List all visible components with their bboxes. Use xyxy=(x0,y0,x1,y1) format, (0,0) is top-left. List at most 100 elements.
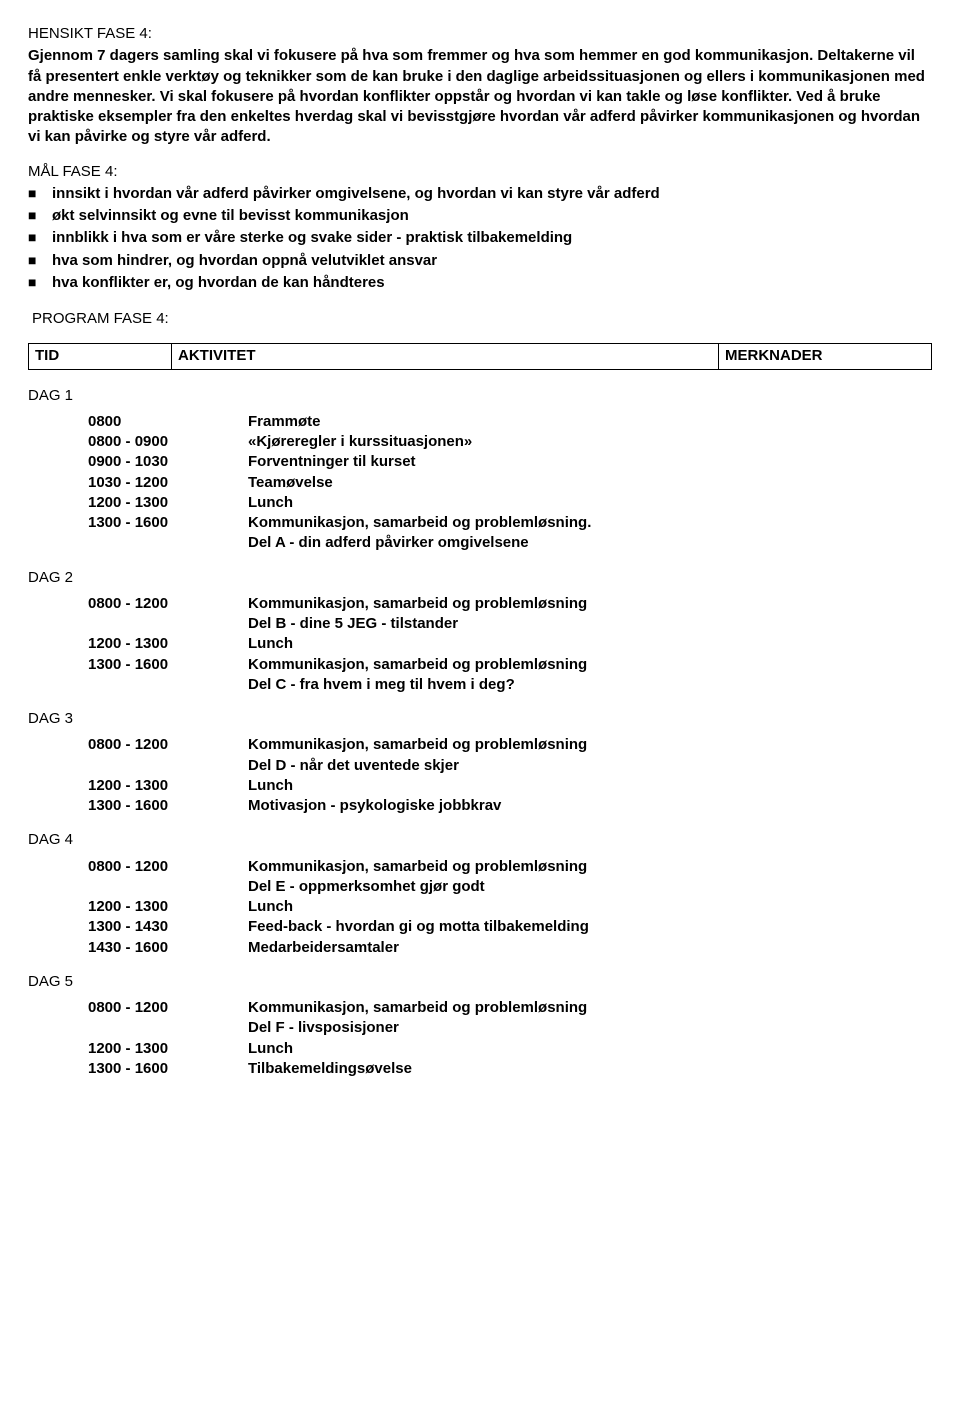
program-label: PROGRAM FASE 4: xyxy=(32,309,932,329)
schedule-activity: Lunch xyxy=(248,634,293,654)
schedule-time: 1200 - 1300 xyxy=(28,897,248,917)
schedule-activity: Kommunikasjon, samarbeid og problemløsni… xyxy=(248,857,587,877)
hensikt-label: HENSIKT FASE 4: xyxy=(28,24,932,44)
schedule-activity: Del B - dine 5 JEG - tilstander xyxy=(248,614,458,634)
header-merknader: MERKNADER xyxy=(719,344,932,369)
schedule-activity: Lunch xyxy=(248,776,293,796)
schedule-time xyxy=(28,533,248,553)
day-label: DAG 3 xyxy=(28,709,932,729)
goal-item: innblikk i hva som er våre sterke og sva… xyxy=(28,228,932,248)
header-tid: TID xyxy=(29,344,172,369)
schedule-row: 1200 - 1300Lunch xyxy=(28,776,932,796)
schedule-time xyxy=(28,756,248,776)
schedule-activity: Tilbakemeldingsøvelse xyxy=(248,1059,412,1079)
schedule-time: 0800 - 1200 xyxy=(28,857,248,877)
day-label: DAG 5 xyxy=(28,972,932,992)
schedule-time: 1300 - 1600 xyxy=(28,655,248,675)
schedule-time: 1430 - 1600 xyxy=(28,938,248,958)
schedule-time xyxy=(28,877,248,897)
day-label: DAG 1 xyxy=(28,386,932,406)
day-schedule: 0800Frammøte0800 - 0900«Kjøreregler i ku… xyxy=(28,412,932,554)
schedule-activity: Kommunikasjon, samarbeid og problemløsni… xyxy=(248,735,587,755)
schedule-time: 1200 - 1300 xyxy=(28,634,248,654)
schedule-time: 0800 - 1200 xyxy=(28,735,248,755)
schedule-row: 0800 - 1200Kommunikasjon, samarbeid og p… xyxy=(28,857,932,877)
schedule-row: 0800 - 1200Kommunikasjon, samarbeid og p… xyxy=(28,998,932,1018)
schedule-activity: Lunch xyxy=(248,1039,293,1059)
schedule-time: 1300 - 1600 xyxy=(28,1059,248,1079)
schedule-header-table: TID AKTIVITET MERKNADER xyxy=(28,343,932,369)
schedule-time: 1300 - 1430 xyxy=(28,917,248,937)
goals-list: innsikt i hvordan vår adferd påvirker om… xyxy=(28,184,932,293)
schedule-time: 0800 - 0900 xyxy=(28,432,248,452)
schedule-row: Del D - når det uventede skjer xyxy=(28,756,932,776)
schedule-activity: Forventninger til kurset xyxy=(248,452,416,472)
schedule-row: 0800Frammøte xyxy=(28,412,932,432)
schedule-row: 1030 - 1200Teamøvelse xyxy=(28,473,932,493)
day-label: DAG 4 xyxy=(28,830,932,850)
schedule-row: 1200 - 1300Lunch xyxy=(28,1039,932,1059)
schedule-row: Del B - dine 5 JEG - tilstander xyxy=(28,614,932,634)
header-aktivitet: AKTIVITET xyxy=(172,344,719,369)
schedule-activity: Lunch xyxy=(248,897,293,917)
schedule-row: 1300 - 1600Kommunikasjon, samarbeid og p… xyxy=(28,655,932,675)
schedule-time xyxy=(28,675,248,695)
schedule-row: 1300 - 1430Feed-back - hvordan gi og mot… xyxy=(28,917,932,937)
schedule-row: 1430 - 1600Medarbeidersamtaler xyxy=(28,938,932,958)
schedule-time: 0800 - 1200 xyxy=(28,998,248,1018)
schedule-time: 1200 - 1300 xyxy=(28,493,248,513)
schedule-activity: Kommunikasjon, samarbeid og problemløsni… xyxy=(248,513,591,533)
schedule-activity: Del F - livsposisjoner xyxy=(248,1018,399,1038)
schedule-activity: Del E - oppmerksomhet gjør godt xyxy=(248,877,485,897)
schedule-row: 1200 - 1300Lunch xyxy=(28,897,932,917)
schedule-row: 0800 - 1200Kommunikasjon, samarbeid og p… xyxy=(28,735,932,755)
schedule-activity: Kommunikasjon, samarbeid og problemløsni… xyxy=(248,998,587,1018)
schedule-activity: Kommunikasjon, samarbeid og problemløsni… xyxy=(248,594,587,614)
schedule-time: 0800 - 1200 xyxy=(28,594,248,614)
maal-label: MÅL FASE 4: xyxy=(28,162,932,182)
schedule-time xyxy=(28,1018,248,1038)
schedule-activity: Lunch xyxy=(248,493,293,513)
day-schedule: 0800 - 1200Kommunikasjon, samarbeid og p… xyxy=(28,857,932,958)
schedule-row: 0800 - 0900«Kjøreregler i kurssituasjone… xyxy=(28,432,932,452)
schedule-time: 1300 - 1600 xyxy=(28,796,248,816)
schedule-row: 1300 - 1600Kommunikasjon, samarbeid og p… xyxy=(28,513,932,533)
goal-item: innsikt i hvordan vår adferd påvirker om… xyxy=(28,184,932,204)
schedule-row: 0800 - 1200Kommunikasjon, samarbeid og p… xyxy=(28,594,932,614)
hensikt-text: Gjennom 7 dagers samling skal vi fokuser… xyxy=(28,46,932,147)
schedule-time: 0900 - 1030 xyxy=(28,452,248,472)
schedule-time: 1300 - 1600 xyxy=(28,513,248,533)
schedule-row: 1300 - 1600Motivasjon - psykologiske job… xyxy=(28,796,932,816)
days-container: DAG 1 0800Frammøte0800 - 0900«Kjøreregler… xyxy=(28,386,932,1080)
schedule-row: Del F - livsposisjoner xyxy=(28,1018,932,1038)
schedule-activity: Del C - fra hvem i meg til hvem i deg? xyxy=(248,675,515,695)
schedule-activity: Medarbeidersamtaler xyxy=(248,938,399,958)
schedule-row: 1200 - 1300Lunch xyxy=(28,493,932,513)
schedule-activity: Kommunikasjon, samarbeid og problemløsni… xyxy=(248,655,587,675)
schedule-activity: Motivasjon - psykologiske jobbkrav xyxy=(248,796,501,816)
day-schedule: 0800 - 1200Kommunikasjon, samarbeid og p… xyxy=(28,735,932,816)
schedule-row: 1300 - 1600Tilbakemeldingsøvelse xyxy=(28,1059,932,1079)
schedule-activity: Teamøvelse xyxy=(248,473,333,493)
goal-item: hva som hindrer, og hvordan oppnå velutv… xyxy=(28,251,932,271)
schedule-row: 0900 - 1030Forventninger til kurset xyxy=(28,452,932,472)
schedule-row: Del A - din adferd påvirker omgivelsene xyxy=(28,533,932,553)
schedule-time: 0800 xyxy=(28,412,248,432)
day-schedule: 0800 - 1200Kommunikasjon, samarbeid og p… xyxy=(28,594,932,695)
schedule-activity: Frammøte xyxy=(248,412,321,432)
schedule-time: 1030 - 1200 xyxy=(28,473,248,493)
day-label: DAG 2 xyxy=(28,568,932,588)
schedule-row: Del E - oppmerksomhet gjør godt xyxy=(28,877,932,897)
schedule-activity: Feed-back - hvordan gi og motta tilbakem… xyxy=(248,917,589,937)
goal-item: økt selvinnsikt og evne til bevisst komm… xyxy=(28,206,932,226)
schedule-activity: «Kjøreregler i kurssituasjonen» xyxy=(248,432,472,452)
schedule-row: 1200 - 1300Lunch xyxy=(28,634,932,654)
day-schedule: 0800 - 1200Kommunikasjon, samarbeid og p… xyxy=(28,998,932,1079)
schedule-row: Del C - fra hvem i meg til hvem i deg? xyxy=(28,675,932,695)
goal-item: hva konflikter er, og hvordan de kan hån… xyxy=(28,273,932,293)
schedule-time: 1200 - 1300 xyxy=(28,1039,248,1059)
schedule-activity: Del A - din adferd påvirker omgivelsene xyxy=(248,533,529,553)
schedule-time xyxy=(28,614,248,634)
schedule-time: 1200 - 1300 xyxy=(28,776,248,796)
schedule-activity: Del D - når det uventede skjer xyxy=(248,756,459,776)
